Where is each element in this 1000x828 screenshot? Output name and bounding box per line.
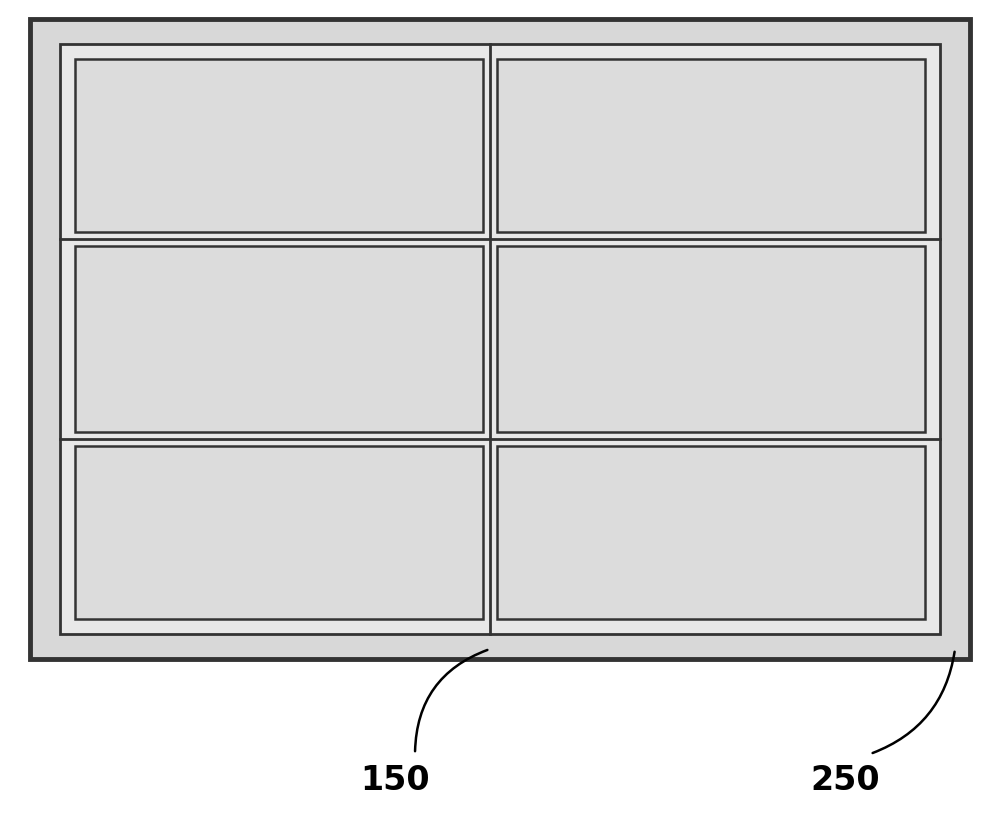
Text: 150: 150 (360, 763, 430, 796)
Bar (75, 60, 483, 233)
Bar (75, 247, 483, 432)
Bar (497, 446, 925, 619)
Bar (30, 20, 970, 659)
Bar (75, 446, 483, 619)
Text: 250: 250 (810, 763, 880, 796)
Bar (60, 45, 940, 634)
Bar (497, 247, 925, 432)
Bar (497, 60, 925, 233)
